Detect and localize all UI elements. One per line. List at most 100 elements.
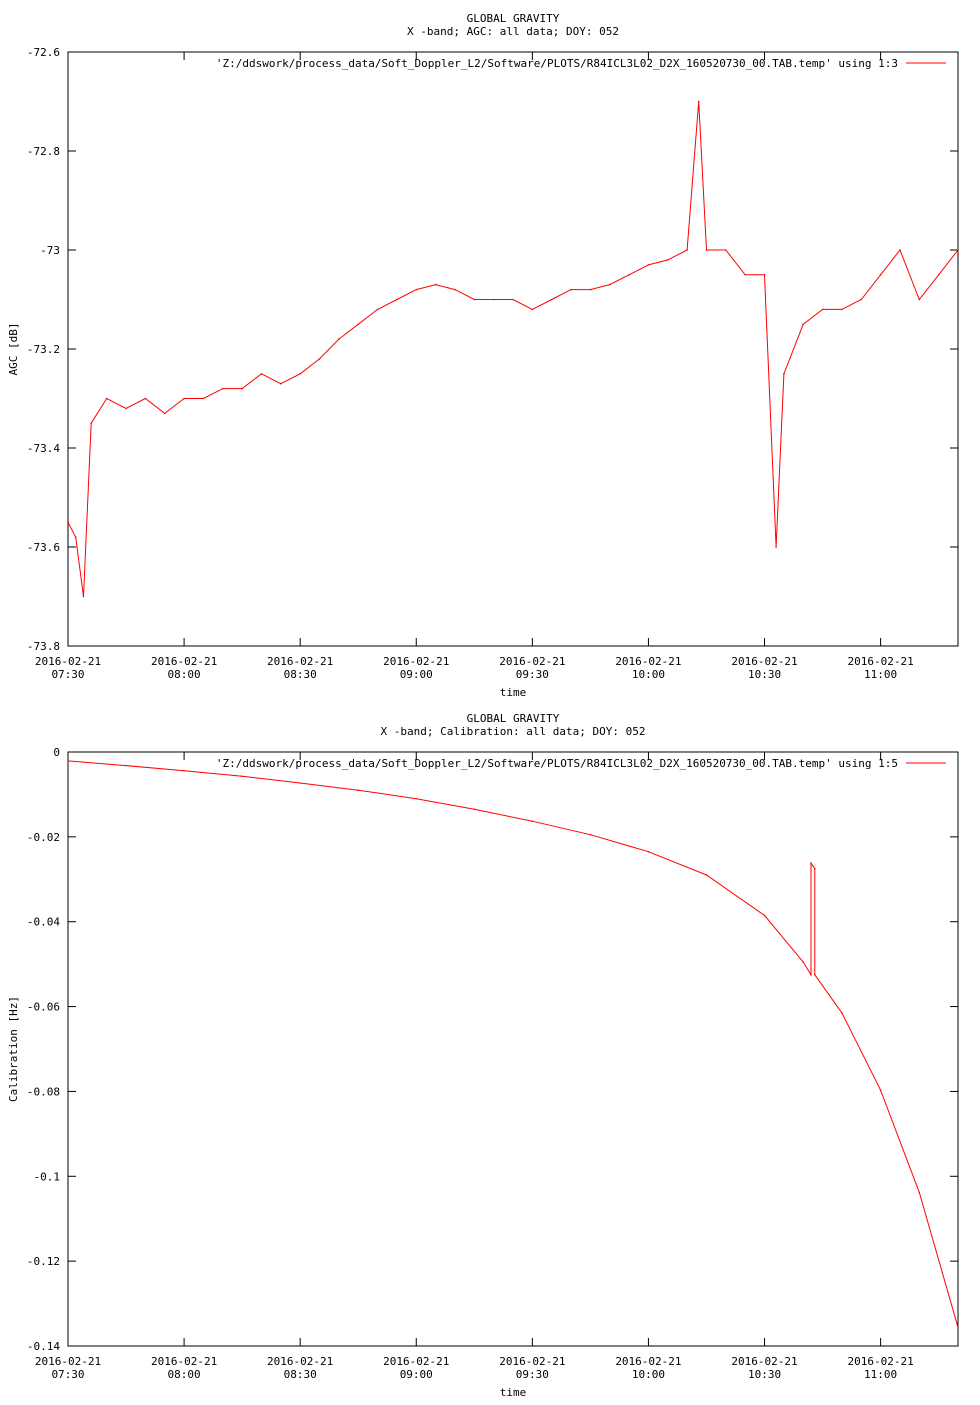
panel2-data-point [957,1326,959,1329]
panel2-x-tick-time: 10:30 [748,1368,781,1381]
panel2-x-tick-date: 2016-02-21 [499,1355,565,1368]
panel2-x-tick-time: 09:00 [400,1368,433,1381]
panel1-x-tick-time: 09:30 [516,668,549,681]
panel1-data-point [775,546,777,548]
panel1-data-point [105,397,108,400]
panel2-y-tick-label: -0.08 [27,1085,60,1098]
panel2-data-point [810,974,812,976]
panel1-data-point [241,387,243,390]
panel1-data-point [473,298,476,301]
panel1-x-tick-time: 10:00 [632,668,665,681]
panel1-data-point [357,323,360,326]
panel1-data-point [937,274,940,276]
panel1-data-point [705,249,708,251]
panel1-data-point [608,283,611,286]
panel1-data-point [260,373,263,375]
panel2-data-point [705,874,708,876]
panel2-data-point [810,862,812,864]
panel1-data-point [860,298,863,301]
panel1-y-tick-label: -73.2 [27,343,60,356]
panel1-y-tick-label: -73 [40,244,60,257]
panel1-x-tick-date: 2016-02-21 [615,655,681,668]
panel1-data-point [492,298,495,301]
panel2-x-tick-date: 2016-02-21 [731,1355,797,1368]
panel1-data-point [821,308,824,311]
panel1-data-point [376,308,379,311]
panel1-data-point [802,323,804,326]
panel1-data-point [512,298,514,301]
panel1-data-point [82,595,85,598]
panel1-y-tick-label: -73.8 [27,640,60,653]
panel1-chart-title: GLOBAL GRAVITY [467,12,560,25]
panel1-data-point [899,249,901,251]
panel2-data-point [299,782,302,784]
panel1-data-point [628,274,630,276]
panel2-data-point [125,764,127,767]
panel2-data-point [918,1191,921,1194]
panel1-data-point [163,412,166,415]
panel2-data-point [415,797,418,800]
panel2-data-point [647,850,650,853]
panel1-y-tick-label: -72.6 [27,46,60,59]
panel1-chart-subtitle: X -band; AGC: all data; DOY: 052 [407,25,619,38]
panel1-data-point [783,373,785,375]
panel2-series-line [67,760,959,1328]
panel1-data-point [570,288,572,291]
panel1-data-point [667,259,669,261]
panel2-data-point [183,769,185,772]
panel1-y-axis-label: AGC [dB] [7,323,20,376]
panel1-plot-frame [67,51,959,647]
panel2-data-point [67,760,69,762]
panel2-x-tick-time: 10:00 [632,1368,665,1381]
panel2-y-tick-label: -0.06 [27,1001,60,1014]
panel2-x-axis-label: time [500,1386,527,1399]
panel1-data-point [697,100,700,103]
panel1-data-point [589,288,592,291]
panel1-data-point [918,298,921,301]
panel2-x-tick-date: 2016-02-21 [35,1355,101,1368]
panel2-y-tick-label: -0.1 [34,1170,61,1183]
panel2-y-tick-label: -0.04 [27,916,60,929]
panel1-data-point [725,249,727,251]
panel2-chart-title: GLOBAL GRAVITY [467,712,560,725]
panel2-y-tick-label: -0.12 [27,1255,60,1268]
panel1-x-tick-time: 08:30 [284,668,317,681]
panel1-x-tick-date: 2016-02-21 [267,655,333,668]
panel2-data-point [814,867,816,870]
panel1-x-tick-date: 2016-02-21 [499,655,565,668]
panel2-x-tick-date: 2016-02-21 [267,1355,333,1368]
panel1-x-tick-time: 11:00 [864,668,897,681]
panel2-plot-frame [67,751,959,1347]
panel2-y-tick-label: -0.02 [27,831,60,844]
panel1-y-tick-label: -73.4 [27,442,60,455]
panel1-data-point [957,249,959,251]
panel1-data-point [67,521,69,524]
panel1-data-point [202,397,205,400]
panel2-x-tick-time: 08:30 [284,1368,317,1381]
panel1-data-point [299,373,302,375]
panel2-chart-subtitle: X -band; Calibration: all data; DOY: 052 [381,725,646,738]
panel1-x-tick-time: 07:30 [51,668,84,681]
panel2-data-point [841,1012,843,1014]
panel1-x-axis-label: time [500,686,527,699]
panel1-data-point [125,407,127,410]
panel2-x-tick-date: 2016-02-21 [615,1355,681,1368]
panel1-legend-label: 'Z:/ddswork/process_data/Soft_Doppler_L2… [216,57,898,70]
panel2-data-point [802,961,804,963]
panel2-data-point [763,914,766,917]
panel2-data-point [814,974,816,976]
panel2-y-tick-label: 0 [53,746,60,759]
panel1-data-point [744,274,746,276]
panel2-x-tick-time: 08:00 [168,1368,201,1381]
panel2-x-tick-time: 11:00 [864,1368,897,1381]
panel1-y-tick-label: -73.6 [27,541,60,554]
panel1-data-point [550,298,553,301]
panel1-data-point [280,382,282,385]
panel1-x-tick-time: 10:30 [748,668,781,681]
panel1-x-tick-date: 2016-02-21 [731,655,797,668]
panel2-x-tick-date: 2016-02-21 [847,1355,913,1368]
panel1-data-point [415,288,418,291]
panel1-data-point [90,422,92,425]
